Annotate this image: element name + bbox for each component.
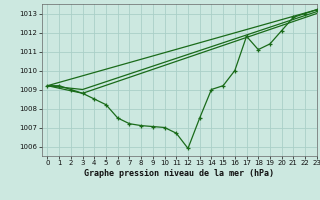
X-axis label: Graphe pression niveau de la mer (hPa): Graphe pression niveau de la mer (hPa) [84, 169, 274, 178]
